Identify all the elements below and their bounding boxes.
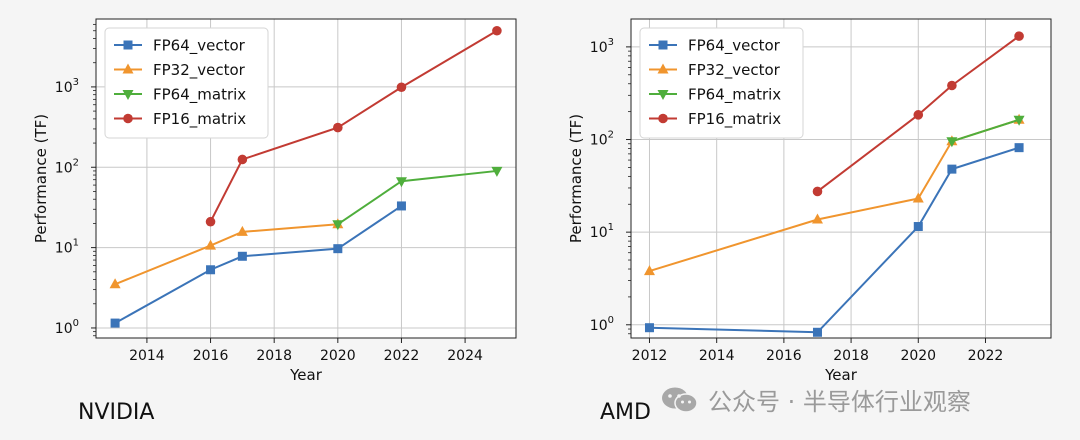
nvidia-data-point	[237, 154, 248, 165]
x-tick-label: 2014	[129, 348, 165, 364]
legend-entry: FP64_matrix	[688, 86, 781, 105]
nvidia-chart: 2014 2016 2018 2020 2022 2024 100 101 102 103 Year…	[32, 18, 517, 384]
amd-data-point	[946, 137, 958, 148]
amd-data-point	[1013, 115, 1025, 126]
legend-swatch-marker	[657, 63, 669, 74]
amd-data-point	[947, 80, 957, 91]
y-tick-label: 101	[55, 238, 79, 257]
legend-swatch-marker	[657, 90, 669, 100]
legend-entry: FP16_matrix	[153, 110, 246, 129]
x-tick-label: 2014	[699, 348, 735, 364]
amd-chart: 2012 2014 2016 2018 2020 2022 100 101 102 103 Year…	[567, 18, 1052, 384]
amd-series-line	[816, 35, 1020, 193]
nvidia-data-point	[396, 82, 407, 93]
x-tick-label: 2012	[632, 348, 668, 364]
nvidia-data-point	[396, 201, 406, 211]
nvidia-data-point	[395, 177, 407, 188]
plot-frame	[95, 18, 517, 339]
amd-data-point	[912, 192, 924, 203]
y-tick-label: 103	[55, 77, 79, 96]
legend-swatch-marker	[123, 113, 133, 124]
nvidia-data-point	[333, 122, 343, 133]
x-tick-label: 2018	[833, 348, 869, 364]
y-tick-label: 102	[590, 130, 614, 149]
nvidia-data-point	[205, 239, 217, 250]
nvidia-x-axis-label: Year	[289, 366, 323, 384]
nvidia-legend	[104, 27, 269, 139]
nvidia-data-point	[332, 220, 344, 231]
nvidia-data-point	[206, 265, 216, 275]
legend-entry: FP64_vector	[153, 37, 246, 56]
nvidia-data-point	[333, 244, 343, 254]
legend-swatch-marker	[658, 113, 668, 124]
x-tick-label: 2016	[766, 348, 802, 364]
x-tick-label: 2020	[320, 348, 356, 364]
y-tick-label: 103	[590, 37, 614, 56]
plot-frame	[630, 18, 1052, 339]
amd-data-point	[947, 164, 957, 174]
x-tick-label: 2016	[193, 348, 229, 364]
legend-entry: FP64_matrix	[153, 86, 246, 105]
amd-data-point	[812, 186, 823, 197]
x-tick-label: 2022	[968, 348, 1004, 364]
nvidia-data-point	[492, 25, 502, 36]
legend-swatch-marker	[123, 40, 133, 50]
y-tick-label: 101	[590, 222, 614, 241]
amd-data-point	[913, 110, 924, 120]
legend-swatch-marker	[122, 63, 134, 74]
y-tick-label: 100	[55, 318, 79, 337]
amd-data-point	[913, 222, 923, 232]
legend-entry: FP32_vector	[688, 61, 781, 80]
nvidia-data-point	[110, 318, 120, 328]
amd-y-axis-label: Performance (TF)	[567, 114, 585, 243]
amd-data-point	[811, 213, 823, 224]
nvidia-caption: NVIDIA	[78, 400, 155, 425]
legend-swatch-marker	[122, 90, 134, 100]
nvidia-series-line	[114, 223, 338, 286]
amd-legend	[639, 27, 804, 139]
amd-data-point	[1014, 31, 1024, 41]
x-tick-label: 2024	[447, 348, 483, 364]
x-tick-label: 2022	[384, 348, 420, 364]
nvidia-data-point	[491, 166, 503, 177]
legend-entry: FP16_matrix	[688, 110, 781, 129]
wechat-icon	[662, 387, 698, 413]
watermark: 公众号 · 半导体行业观察	[660, 382, 971, 417]
amd-x-axis-label: Year	[824, 366, 858, 384]
x-tick-label: 2020	[900, 348, 936, 364]
nvidia-y-axis-label: Performance (TF)	[32, 114, 50, 243]
amd-data-point	[812, 327, 822, 337]
nvidia-data-point	[205, 216, 216, 227]
nvidia-data-point	[109, 278, 121, 289]
y-tick-label: 100	[590, 315, 614, 334]
x-tick-label: 2018	[256, 348, 292, 364]
amd-caption: AMD	[600, 400, 651, 425]
nvidia-data-point	[236, 225, 248, 236]
legend-swatch-marker	[658, 40, 668, 50]
amd-series-line	[951, 118, 1020, 143]
watermark-text: 公众号 · 半导体行业观察	[708, 388, 971, 416]
amd-data-point	[1014, 143, 1024, 153]
amd-data-point	[643, 265, 655, 276]
nvidia-data-point	[237, 251, 247, 261]
y-tick-label: 102	[55, 157, 79, 176]
legend-entry: FP64_vector	[688, 37, 781, 56]
amd-data-point	[644, 323, 654, 333]
legend-entry: FP32_vector	[153, 61, 246, 80]
